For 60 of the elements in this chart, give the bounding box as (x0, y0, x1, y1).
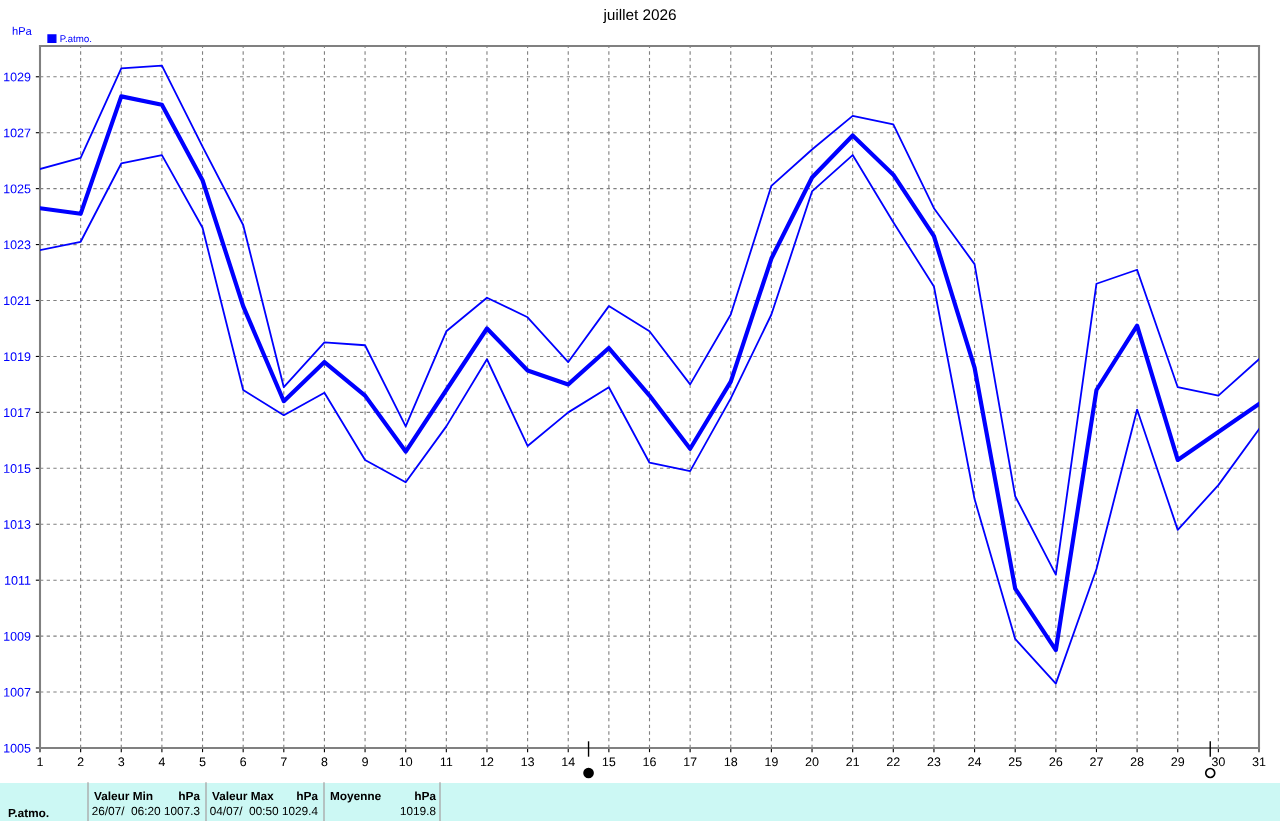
x-tick-label: 28 (1130, 757, 1144, 767)
y-tick-label: 1007 (4, 687, 31, 697)
y-tick-label: 1023 (4, 240, 31, 250)
x-tick-label: 9 (362, 757, 368, 767)
y-tick-label: 1021 (4, 296, 31, 306)
text: 04/07/ 00:50 1029.4 (210, 806, 318, 816)
y-tick-label: 1029 (4, 72, 31, 82)
text: 26/07/ 06:20 1007.3 (92, 806, 200, 816)
x-tick-label: 20 (805, 757, 819, 767)
x-tick-label: 19 (765, 757, 778, 767)
x-tick-label: 15 (602, 757, 616, 767)
x-tick-label: 1 (37, 757, 43, 767)
text: Moyenne (330, 791, 381, 803)
text: P.atmo. (8, 808, 49, 818)
x-tick-label: 30 (1211, 757, 1225, 767)
x-tick-label: 17 (684, 757, 697, 767)
x-tick-label: 24 (968, 757, 982, 767)
x-tick-label: 14 (562, 757, 575, 767)
y-tick-label: 1011 (5, 575, 31, 585)
y-tick-label: 1009 (4, 631, 31, 641)
text: Valeur Max (212, 791, 274, 801)
x-tick-label: 27 (1090, 757, 1103, 767)
text: Valeur Min (94, 791, 153, 801)
text: hPa (179, 791, 201, 801)
x-tick-label: 11 (440, 757, 453, 767)
x-tick-label: 2 (77, 757, 84, 767)
x-tick-label: 29 (1171, 757, 1185, 767)
x-tick-label: 5 (199, 757, 206, 767)
chart-title: juillet 2026 (603, 8, 676, 24)
legend-label: P.atmo. (60, 35, 92, 43)
text: 1019.8 (400, 806, 436, 816)
y-tick-label: 1025 (4, 184, 31, 194)
x-tick-label: 18 (724, 757, 738, 767)
y-tick-label: 1005 (4, 743, 31, 753)
line-series (40, 94, 1259, 653)
x-tick-label: 6 (240, 757, 247, 767)
x-tick-label: 26 (1049, 757, 1063, 767)
x-tick-label: 16 (643, 757, 656, 767)
text: hPa (415, 791, 437, 801)
x-tick-label: 3 (118, 757, 125, 767)
y-tick-label: 1019 (4, 352, 31, 362)
text: hPa (297, 791, 319, 801)
x-tick-label: 22 (886, 757, 900, 767)
x-tick-label: 21 (846, 757, 860, 767)
x-tick-label: 13 (521, 757, 534, 767)
y-tick-label: 1013 (4, 520, 31, 529)
line-series (40, 154, 1259, 685)
x-tick-label: 4 (158, 757, 166, 767)
y-axis-title: hPa (12, 26, 32, 35)
x-tick-label: 23 (927, 757, 941, 767)
y-tick-label: 1015 (4, 464, 31, 473)
y-tick-label: 1027 (4, 128, 31, 138)
y-tick-label: 1017 (4, 408, 31, 418)
x-tick-label: 8 (321, 757, 328, 767)
x-tick-label: 31 (1252, 757, 1266, 767)
x-tick-label: 12 (480, 757, 494, 767)
line-series (40, 64, 1259, 576)
x-tick-label: 25 (1008, 757, 1022, 767)
x-tick-label: 10 (399, 757, 413, 767)
x-tick-label: 7 (280, 757, 287, 767)
